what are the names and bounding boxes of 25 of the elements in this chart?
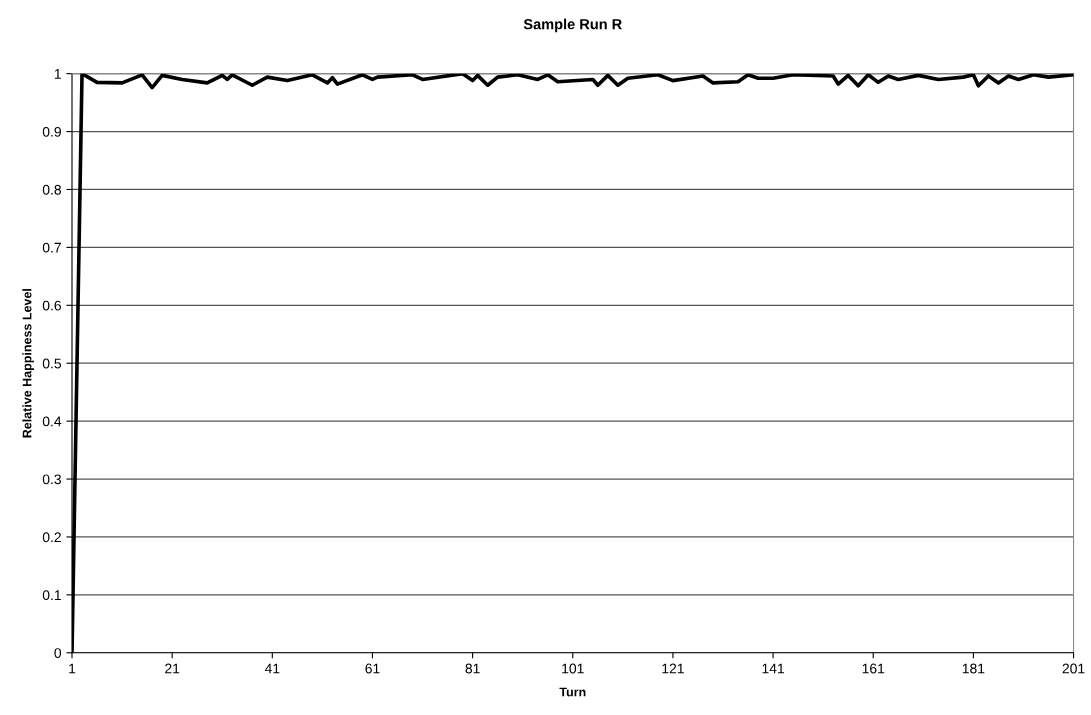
x-tick-label: 81 <box>465 663 480 674</box>
y-tick-label: 1 <box>54 69 61 79</box>
x-tick-label: 141 <box>762 663 784 674</box>
y-tick-label: 0 <box>54 648 62 658</box>
x-tick-label: 181 <box>962 663 985 674</box>
y-axis-title: Relative Happiness Level <box>22 289 34 438</box>
y-tick-label: 0.3 <box>42 474 61 485</box>
y-tick-label: 0.6 <box>42 300 61 311</box>
y-tick-label: 0.9 <box>42 126 61 137</box>
x-tick-label: 101 <box>562 663 584 674</box>
x-tick-label: 21 <box>165 663 180 674</box>
x-tick-label: 201 <box>1062 663 1085 674</box>
y-tick-label: 0.1 <box>42 590 61 601</box>
x-tick-label: 1 <box>69 663 76 674</box>
x-tick-label: 61 <box>365 663 380 674</box>
y-tick-label: 0.2 <box>42 532 61 543</box>
chart-title: Sample Run R <box>523 18 622 33</box>
x-tick-label: 161 <box>862 663 885 674</box>
x-tick-label: 41 <box>264 663 280 674</box>
x-axis-title: Turn <box>559 687 586 697</box>
y-tick-label: 0.4 <box>42 416 62 427</box>
x-tick-label: 121 <box>662 663 684 674</box>
y-tick-label: 0.5 <box>42 358 62 369</box>
y-tick-label: 0.8 <box>42 184 61 195</box>
y-tick-label: 0.7 <box>42 242 61 253</box>
